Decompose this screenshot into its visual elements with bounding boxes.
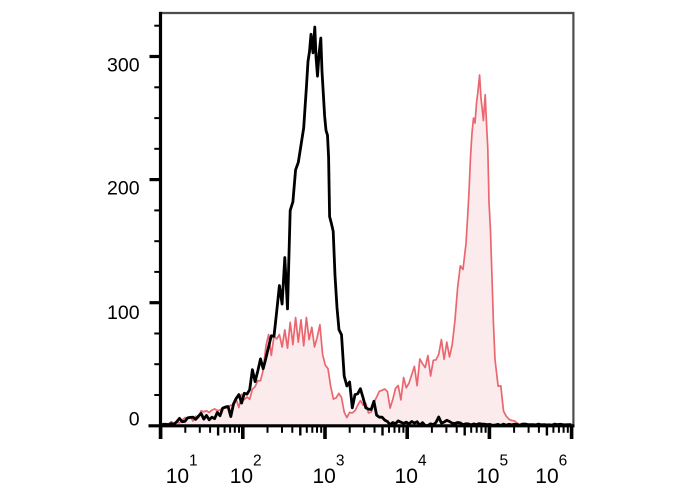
svg-text:200: 200 [107, 177, 140, 199]
svg-text:300: 300 [107, 55, 140, 77]
svg-text:0: 0 [129, 408, 140, 430]
svg-text:100: 100 [107, 302, 140, 324]
